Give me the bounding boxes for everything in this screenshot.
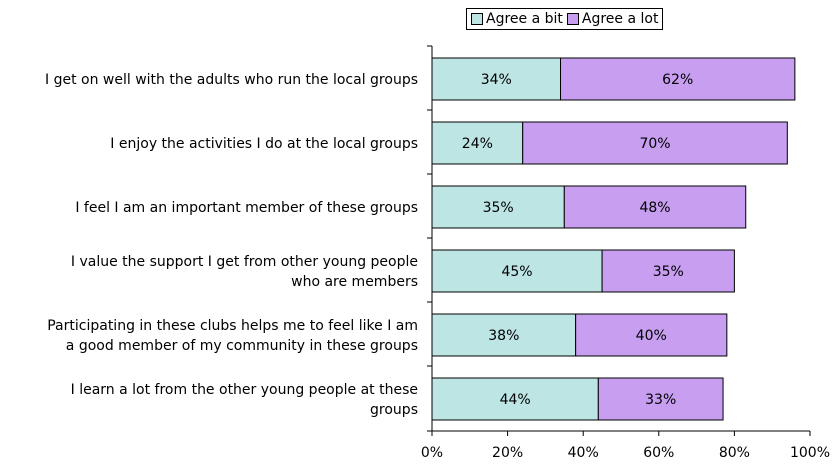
x-tick-label-5: 100% — [790, 445, 830, 461]
data-label-agree-a-bit-5: 44% — [500, 392, 531, 408]
data-label-agree-a-bit-3: 45% — [501, 264, 532, 280]
bar-agree-a-bit-2 — [431, 185, 565, 229]
legend-item-agree-a-lot: Agree a lot — [566, 11, 659, 27]
data-label-agree-a-bit-2: 35% — [483, 200, 514, 216]
bar-agree-a-lot-2 — [563, 185, 747, 229]
x-tick-label-0: 0% — [421, 445, 443, 461]
category-label-line: who are members — [291, 274, 418, 290]
data-label-agree-a-lot-4: 40% — [636, 328, 667, 344]
legend-label-agree-a-bit: Agree a bit — [486, 11, 563, 27]
legend-swatch-agree-a-lot — [566, 13, 579, 25]
category-label-line: I enjoy the activities I do at the local… — [110, 136, 418, 152]
data-label-agree-a-bit-4: 38% — [488, 328, 519, 344]
data-label-agree-a-bit-0: 34% — [481, 72, 512, 88]
bar-agree-a-bit-3 — [431, 249, 603, 293]
bar-agree-a-lot-1 — [522, 121, 788, 165]
category-label-5: I learn a lot from the other young peopl… — [71, 382, 418, 418]
category-label-4: Participating in these clubs helps me to… — [47, 318, 418, 354]
bar-agree-a-bit-5 — [431, 377, 599, 421]
x-tick-label-2: 40% — [568, 445, 599, 461]
category-label-line: I learn a lot from the other young peopl… — [71, 382, 418, 398]
bar-agree-a-lot-3 — [601, 249, 735, 293]
chart-legend: Agree a bit Agree a lot — [466, 8, 664, 30]
bar-agree-a-lot-0 — [560, 57, 796, 101]
category-label-1: I enjoy the activities I do at the local… — [110, 136, 418, 152]
category-label-line: I value the support I get from other you… — [71, 254, 418, 270]
bar-agree-a-bit-0 — [431, 57, 562, 101]
category-label-3: I value the support I get from other you… — [71, 254, 418, 290]
category-label-line: I get on well with the adults who run th… — [45, 72, 418, 88]
data-label-agree-a-lot-1: 70% — [639, 136, 670, 152]
category-label-line: I feel I am an important member of these… — [75, 200, 418, 216]
data-label-agree-a-lot-0: 62% — [662, 72, 693, 88]
bar-agree-a-lot-4 — [575, 313, 728, 357]
data-label-agree-a-lot-2: 48% — [639, 200, 670, 216]
x-tick-label-4: 80% — [719, 445, 750, 461]
legend-label-agree-a-lot: Agree a lot — [581, 11, 659, 27]
data-label-agree-a-bit-1: 24% — [462, 136, 493, 152]
x-tick-label-3: 60% — [643, 445, 674, 461]
data-label-agree-a-lot-3: 35% — [653, 264, 684, 280]
bar-agree-a-lot-5 — [597, 377, 724, 421]
data-label-agree-a-lot-5: 33% — [645, 392, 676, 408]
category-label-line: a good member of my community in these g… — [66, 338, 418, 354]
category-label-line: groups — [370, 402, 418, 418]
legend-swatch-agree-a-bit — [471, 13, 483, 25]
legend-item-agree-a-bit: Agree a bit — [471, 11, 563, 27]
category-label-line: Participating in these clubs helps me to… — [47, 318, 418, 334]
x-tick-label-1: 20% — [492, 445, 523, 461]
category-label-2: I feel I am an important member of these… — [75, 200, 418, 216]
category-label-0: I get on well with the adults who run th… — [45, 72, 418, 88]
